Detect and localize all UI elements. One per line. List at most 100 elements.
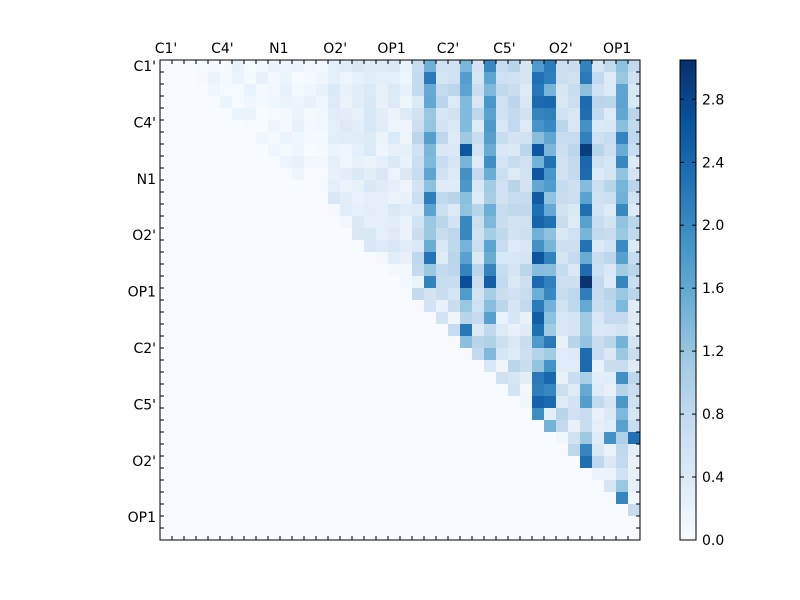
heatmap-cell xyxy=(388,156,401,169)
heatmap-cell xyxy=(520,84,533,97)
heatmap-cell xyxy=(520,72,533,85)
heatmap-cell xyxy=(436,360,449,373)
heatmap-cell xyxy=(544,180,557,193)
heatmap-cell xyxy=(580,300,593,313)
heatmap-cell xyxy=(436,504,449,517)
heatmap-cell xyxy=(592,204,605,217)
heatmap-cell xyxy=(352,132,365,145)
heatmap-cell xyxy=(628,96,641,109)
heatmap-cell xyxy=(484,204,497,217)
heatmap-cell xyxy=(208,132,221,145)
colorbar-tick-label: 0.0 xyxy=(702,533,724,549)
heatmap-cell xyxy=(436,84,449,97)
heatmap-cell xyxy=(580,516,593,529)
heatmap-cell xyxy=(508,96,521,109)
heatmap-cell xyxy=(448,60,461,73)
heatmap-cell xyxy=(376,216,389,229)
heatmap-cell xyxy=(292,468,305,481)
heatmap-cell xyxy=(316,492,329,505)
heatmap-cell xyxy=(364,216,377,229)
heatmap-cell xyxy=(328,300,341,313)
heatmap-cell xyxy=(628,312,641,325)
heatmap-cell xyxy=(376,96,389,109)
heatmap-cell xyxy=(304,504,317,517)
heatmap-cell xyxy=(604,528,617,541)
heatmap-cell xyxy=(256,432,269,445)
heatmap-cell xyxy=(376,408,389,421)
colorbar-tick-label: 0.4 xyxy=(702,470,724,486)
heatmap-cell xyxy=(508,204,521,217)
heatmap-cell xyxy=(280,84,293,97)
heatmap-cell xyxy=(268,324,281,337)
heatmap-cell xyxy=(340,300,353,313)
heatmap-cell xyxy=(436,492,449,505)
heatmap-cell xyxy=(196,456,209,469)
heatmap-cell xyxy=(184,420,197,433)
heatmap-cell xyxy=(436,192,449,205)
x-tick-label: C1' xyxy=(155,41,178,57)
heatmap-cell xyxy=(472,384,485,397)
heatmap-cell xyxy=(424,384,437,397)
heatmap-cell xyxy=(160,168,173,181)
heatmap-cell xyxy=(448,360,461,373)
heatmap-cell xyxy=(568,180,581,193)
heatmap-cell xyxy=(208,348,221,361)
heatmap-cell xyxy=(472,396,485,409)
heatmap-cell xyxy=(364,324,377,337)
heatmap-cell xyxy=(592,408,605,421)
heatmap-cell xyxy=(256,528,269,541)
heatmap-cell xyxy=(400,300,413,313)
heatmap-cell xyxy=(232,228,245,241)
heatmap-cell xyxy=(616,348,629,361)
heatmap-cell xyxy=(592,420,605,433)
heatmap-cell xyxy=(520,384,533,397)
heatmap-cell xyxy=(340,396,353,409)
heatmap-cell xyxy=(592,144,605,157)
heatmap-cell xyxy=(616,60,629,73)
heatmap-cell xyxy=(220,108,233,121)
heatmap-cell xyxy=(220,336,233,349)
heatmap-cell xyxy=(532,336,545,349)
heatmap-cell xyxy=(364,156,377,169)
heatmap-cell xyxy=(496,216,509,229)
heatmap-cell xyxy=(196,216,209,229)
heatmap-cell xyxy=(496,240,509,253)
heatmap-cell xyxy=(544,96,557,109)
heatmap-cell xyxy=(604,108,617,121)
heatmap-cell xyxy=(508,84,521,97)
heatmap-cell xyxy=(580,84,593,97)
heatmap-cell xyxy=(340,372,353,385)
heatmap-cell xyxy=(232,456,245,469)
heatmap-cell xyxy=(496,180,509,193)
heatmap-cell xyxy=(196,156,209,169)
heatmap-cell xyxy=(316,216,329,229)
heatmap-cell xyxy=(256,252,269,265)
heatmap-cell xyxy=(484,336,497,349)
heatmap-cell xyxy=(520,528,533,541)
heatmap-cell xyxy=(280,384,293,397)
heatmap-cell xyxy=(616,252,629,265)
heatmap-cell xyxy=(172,504,185,517)
heatmap-cell xyxy=(520,264,533,277)
heatmap-cell xyxy=(232,420,245,433)
heatmap-cell xyxy=(628,396,641,409)
x-tick-label: C4' xyxy=(211,41,234,57)
heatmap-cell xyxy=(376,192,389,205)
heatmap-cell xyxy=(484,216,497,229)
heatmap-cell xyxy=(424,480,437,493)
x-tick-label: C5' xyxy=(493,41,516,57)
heatmap-cell xyxy=(352,516,365,529)
heatmap-cell xyxy=(184,96,197,109)
heatmap-cell xyxy=(328,120,341,133)
heatmap-cell xyxy=(436,108,449,121)
heatmap-cell xyxy=(592,396,605,409)
heatmap-cell xyxy=(280,468,293,481)
heatmap-cell xyxy=(376,204,389,217)
heatmap-cell xyxy=(292,72,305,85)
heatmap-cell xyxy=(520,372,533,385)
heatmap-cell xyxy=(544,408,557,421)
heatmap-cell xyxy=(568,276,581,289)
heatmap-cell xyxy=(400,264,413,277)
heatmap-cell xyxy=(484,516,497,529)
heatmap-cell xyxy=(532,504,545,517)
